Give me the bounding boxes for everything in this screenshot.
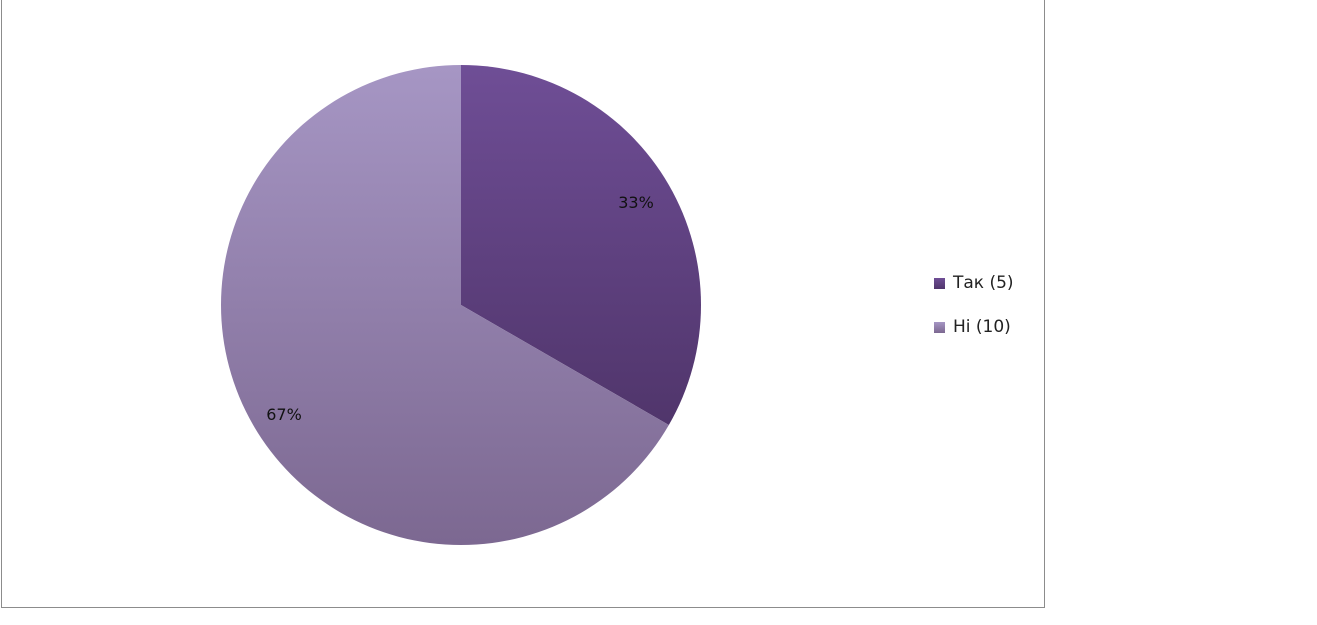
legend-label: Ні (10) — [953, 317, 1011, 337]
legend-item-ni: Ні (10) — [934, 317, 1011, 337]
legend-item-tak: Так (5) — [934, 273, 1014, 293]
legend-swatch — [934, 321, 945, 333]
pie-slice — [461, 65, 701, 425]
legend-swatch — [934, 277, 945, 289]
legend-label: Так (5) — [953, 273, 1014, 293]
slice-percent-label: 67% — [266, 405, 302, 424]
slice-percent-label: 33% — [618, 193, 654, 212]
pie-slice — [220, 65, 669, 545]
chart-frame — [1, 0, 1045, 608]
